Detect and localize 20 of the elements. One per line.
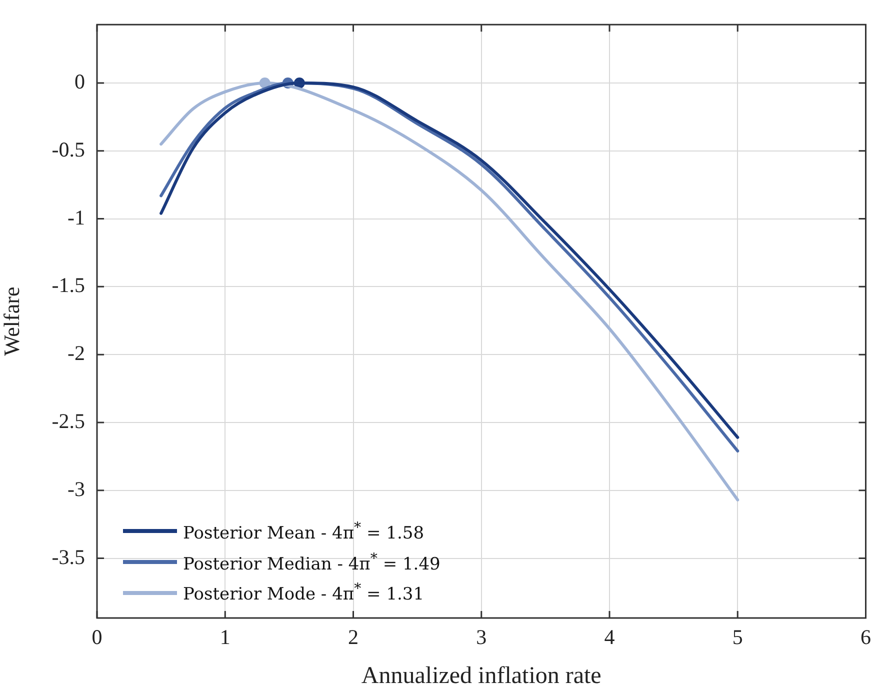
- y-tick-label: 0: [74, 70, 85, 94]
- x-tick-label: 4: [604, 625, 616, 650]
- x-axis-title: Annualized inflation rate: [361, 662, 602, 689]
- x-tick-label: 1: [220, 625, 230, 650]
- legend-label: Posterior Median - 4π$^{*}$ = 1.49: [183, 550, 440, 576]
- x-tick-label: 0: [92, 625, 102, 650]
- y-axis-title: Welfare: [0, 286, 24, 356]
- y-tick-label: -2.5: [52, 408, 85, 433]
- legend-label: Posterior Mean - 4π$^{*}$ = 1.58: [183, 519, 424, 546]
- y-tick-label: -1.5: [52, 273, 85, 298]
- legend-label: Posterior Mode - 4π$^{*}$ = 1.31: [183, 580, 424, 607]
- x-tick-label: 2: [348, 625, 358, 650]
- y-tick-label: -3: [68, 476, 85, 501]
- y-tick-label: -0.5: [52, 137, 85, 162]
- y-tick-label: -3.5: [52, 544, 85, 569]
- y-tick-label: -1: [68, 205, 85, 230]
- x-tick-label: 3: [476, 625, 487, 650]
- x-tick-label: 6: [860, 625, 871, 650]
- y-tick-label: -2: [68, 341, 85, 366]
- x-tick-label: 5: [732, 625, 743, 650]
